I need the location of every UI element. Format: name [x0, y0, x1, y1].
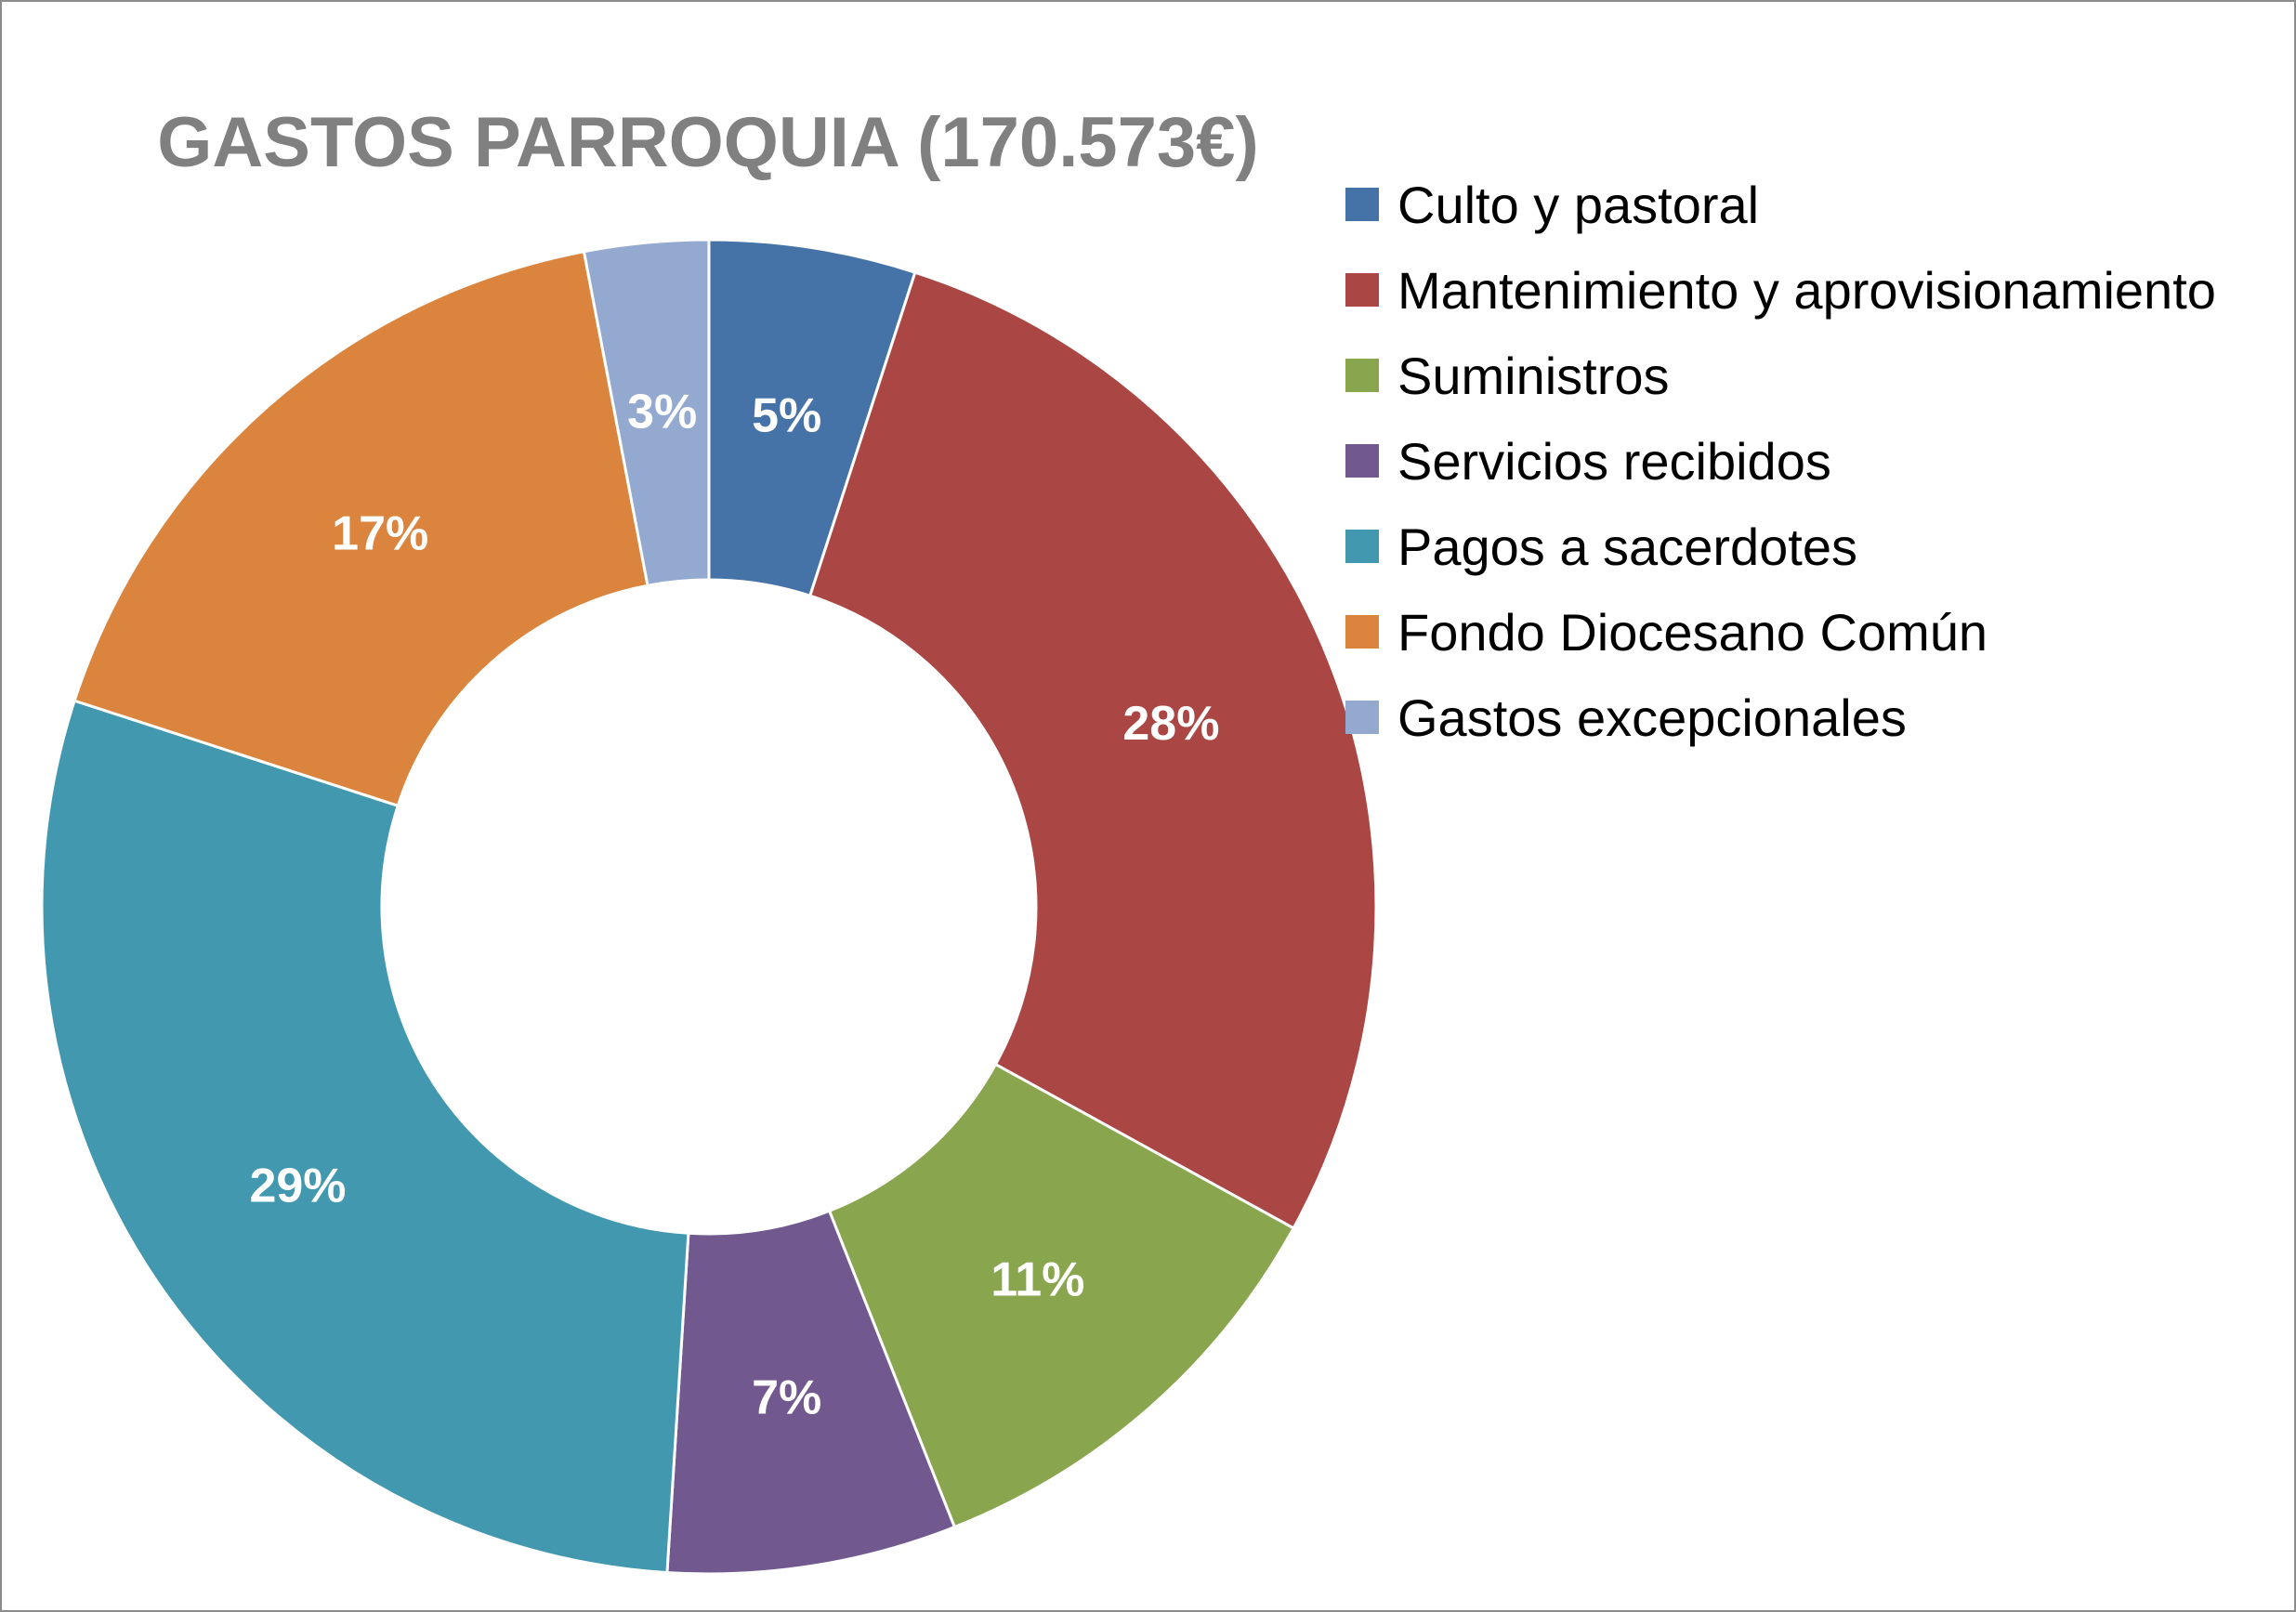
legend-swatch: [1345, 444, 1379, 478]
legend-label: Fondo Diocesano Común: [1397, 602, 1988, 662]
slice-data-label: 3%: [627, 385, 697, 439]
legend-item: Pagos a sacerdotes: [1345, 504, 2216, 589]
legend-swatch: [1345, 701, 1379, 734]
donut-slice: [827, 1062, 1296, 1529]
donut-slice: [665, 1209, 957, 1576]
legend-label: Servicios recibidos: [1397, 431, 1831, 491]
slice-data-label: 28%: [1122, 697, 1219, 751]
legend-swatch: [1345, 359, 1379, 392]
legend-item: Mantenimiento y aprovisionamiento: [1345, 247, 2216, 333]
donut-chart: 5% 28% 11% 7% 29% 17% 3%: [40, 238, 1378, 1576]
donut-slice: [807, 270, 1378, 1230]
slice-data-label: 7%: [752, 1370, 821, 1424]
slice-data-label: 11%: [991, 1252, 1084, 1306]
legend-item: Culto y pastoral: [1345, 162, 2216, 247]
slice-data-label: 5%: [752, 389, 821, 443]
slice-data-label: 29%: [249, 1160, 346, 1213]
legend-swatch: [1345, 273, 1379, 307]
legend-swatch: [1345, 188, 1379, 221]
donut-slice: [582, 238, 711, 587]
donut-slice: [40, 699, 690, 1575]
legend-label: Pagos a sacerdotes: [1397, 517, 1857, 576]
slice-data-label: 17%: [332, 507, 428, 561]
chart-title: GASTOS PARROQUIA (170.573€): [157, 103, 1259, 182]
legend-item: Gastos excepcionales: [1345, 675, 2216, 760]
legend-swatch: [1345, 615, 1379, 649]
legend-item: Servicios recibidos: [1345, 418, 2216, 504]
legend-swatch: [1345, 530, 1379, 563]
legend-item: Suministros: [1345, 333, 2216, 418]
legend-label: Gastos excepcionales: [1397, 688, 1907, 747]
legend-label: Suministros: [1397, 346, 1670, 405]
legend-label: Culto y pastoral: [1397, 175, 1760, 234]
legend-label: Mantenimiento y aprovisionamiento: [1397, 260, 2216, 320]
donut-slice: [72, 249, 649, 808]
legend-item: Fondo Diocesano Común: [1345, 589, 2216, 675]
legend: Culto y pastoral Mantenimiento y aprovisi…: [1345, 162, 2216, 760]
